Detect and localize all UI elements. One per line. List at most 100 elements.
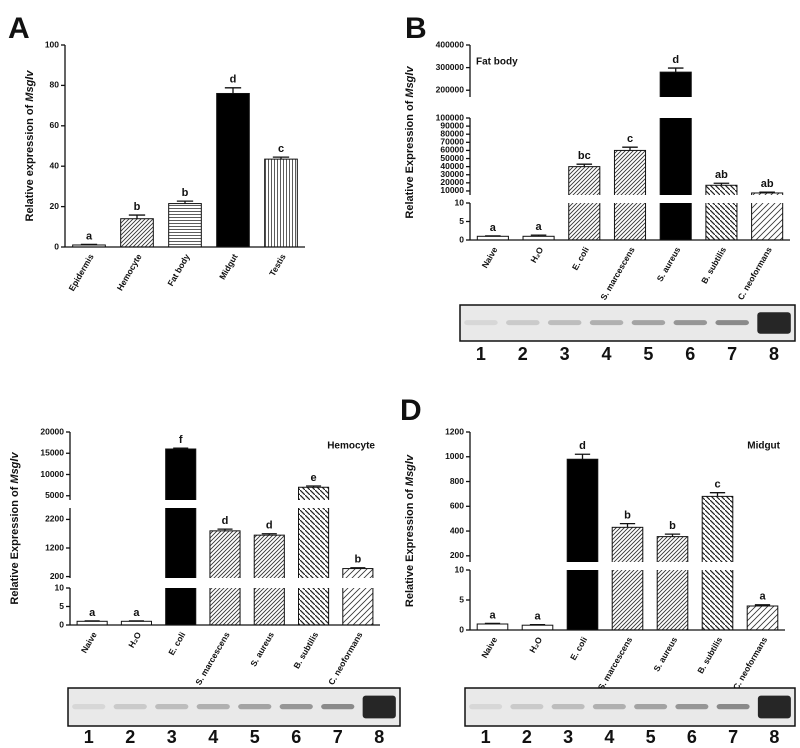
- error-bar: [759, 191, 775, 193]
- x-tick-label: S. marcescens: [193, 630, 232, 687]
- error-bar: [529, 623, 546, 626]
- blot-band: [72, 703, 106, 710]
- blot-lane-number: 4: [604, 727, 614, 747]
- bar: [521, 624, 554, 631]
- bar: [611, 526, 644, 631]
- y-tick-label: 400000: [436, 39, 465, 49]
- error-bar: [713, 182, 730, 186]
- y-tick-label: 5: [459, 594, 464, 604]
- y-tick-label: 0: [54, 241, 59, 251]
- blot-band: [673, 320, 708, 326]
- y-tick-label: 60: [50, 120, 60, 130]
- bar: [264, 158, 298, 248]
- blot-band: [551, 703, 585, 710]
- significance-letter: a: [133, 607, 140, 619]
- blot-band: [321, 703, 355, 710]
- blot-band: [757, 312, 791, 334]
- bar: [566, 458, 599, 631]
- error-bar: [80, 243, 98, 246]
- y-tick-label: 100000: [436, 112, 465, 122]
- blot-lane-number: 1: [481, 727, 491, 747]
- significance-letter: a: [536, 221, 543, 233]
- x-tick-label: Fat body: [165, 252, 192, 288]
- y-axis-label: Relative Expression of Msglv: [404, 454, 416, 607]
- x-tick-label: S. marcescens: [598, 245, 637, 302]
- significance-letter: b: [624, 510, 631, 522]
- blot-lane-number: 3: [167, 727, 177, 747]
- blot-lane-number: 8: [769, 727, 779, 747]
- error-bar: [664, 533, 681, 537]
- x-tick-label: H₂O: [126, 630, 143, 650]
- error-bar: [306, 485, 322, 488]
- blot-lane-number: 2: [518, 344, 528, 364]
- axis-break: [464, 97, 790, 118]
- blot-band: [279, 703, 313, 710]
- blot-lane-number: 7: [728, 727, 738, 747]
- significance-letter: a: [89, 607, 96, 619]
- axis-break: [64, 578, 380, 588]
- error-bar: [754, 604, 771, 606]
- blot-lane-number: 4: [208, 727, 218, 747]
- x-tick-label: C. neoformans: [326, 630, 365, 687]
- bar: [168, 203, 202, 248]
- blot-band: [757, 695, 791, 719]
- blot-band: [589, 320, 624, 326]
- panel-subtitle: Midgut: [747, 441, 780, 452]
- significance-letter: a: [759, 591, 766, 603]
- axis-break: [64, 500, 380, 508]
- x-tick-label: S. aureus: [651, 635, 679, 673]
- y-tick-label: 1200: [45, 542, 64, 552]
- blot-lane-number: 7: [727, 344, 737, 364]
- axis-break: [464, 195, 790, 203]
- significance-letter: d: [230, 74, 237, 86]
- significance-letter: a: [86, 230, 93, 242]
- bar: [342, 568, 374, 626]
- y-tick-label: 90000: [440, 120, 464, 130]
- panel-label: D: [400, 394, 422, 427]
- x-tick-label: C. neoformans: [735, 245, 774, 302]
- y-tick-label: 15000: [40, 448, 64, 458]
- y-tick-label: 10000: [440, 185, 464, 195]
- y-tick-label: 800: [450, 476, 464, 486]
- significance-letter: d: [222, 515, 229, 527]
- y-tick-label: 20000: [440, 177, 464, 187]
- y-tick-label: 20000: [40, 426, 64, 436]
- blot-band: [362, 695, 396, 719]
- error-bar: [619, 522, 636, 528]
- y-tick-label: 5: [459, 216, 464, 226]
- blot-band: [715, 320, 749, 326]
- error-bar: [530, 234, 547, 237]
- blot-image: [464, 687, 796, 727]
- significance-letter: a: [490, 222, 497, 234]
- blot-lane-number: 6: [291, 727, 301, 747]
- error-bar: [709, 492, 726, 497]
- y-tick-label: 200: [50, 571, 64, 581]
- x-tick-label: E. coli: [570, 245, 591, 272]
- bar: [209, 530, 241, 626]
- y-tick-label: 600: [450, 501, 464, 511]
- y-axis-label: Relative Expression of Msglv: [9, 452, 21, 605]
- y-tick-label: 100: [45, 39, 59, 49]
- y-tick-label: 10: [55, 582, 65, 592]
- y-tick-label: 1200: [445, 426, 464, 436]
- y-axis-label-gene: Msglv: [404, 66, 416, 98]
- blot-band: [510, 703, 544, 710]
- y-tick-label: 400: [450, 525, 464, 535]
- significance-letter: a: [534, 611, 541, 623]
- x-tick-label: B. subtilis: [699, 245, 728, 285]
- y-tick-label: 10000: [40, 469, 64, 479]
- x-tick-label: Midgut: [217, 252, 240, 281]
- bar: [656, 536, 689, 631]
- x-tick-label: Naive: [480, 245, 500, 270]
- error-bar: [667, 67, 684, 73]
- error-bar: [224, 87, 242, 94]
- blot-band: [675, 703, 709, 710]
- y-tick-label: 300000: [436, 62, 465, 72]
- blot-lane-number: 5: [646, 727, 656, 747]
- panel-subtitle: Fat body: [476, 57, 518, 68]
- axis-break: [464, 562, 785, 570]
- error-bar: [576, 163, 593, 167]
- y-tick-label: 20: [50, 201, 60, 211]
- x-tick-label: S. aureus: [655, 245, 683, 283]
- y-axis-label: Relative Expression of Msglv: [404, 66, 416, 219]
